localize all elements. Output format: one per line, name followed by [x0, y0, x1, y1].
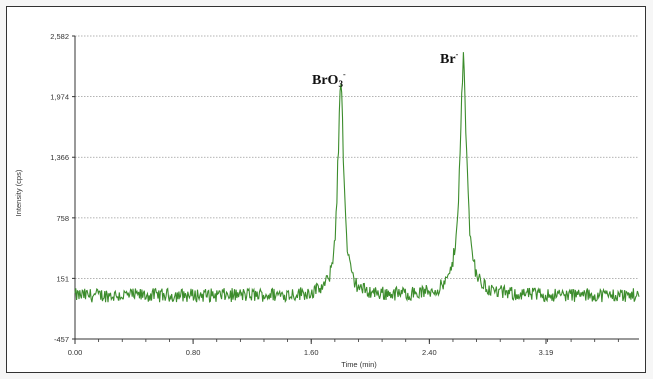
y-tick-label: 1,974: [50, 93, 69, 102]
x-axis-title: Time (min): [341, 360, 377, 369]
y-axis-title: Intensity (cps): [14, 169, 23, 216]
chart-panel: 2,582 1,974 1,366 758 151 -457 0.00 0.80 1.60 2.4…: [6, 6, 646, 373]
chromatogram-chart: 2,582 1,974 1,366 758 151 -457 0.00 0.80 1.60 2.4…: [14, 32, 640, 369]
peak-label-bro3: BrO3-: [312, 70, 346, 89]
intensity-trace: [74, 52, 640, 304]
x-tick-label: 1.60: [304, 348, 319, 357]
x-tick-label: 3.19: [539, 348, 554, 357]
y-tick-label: 2,582: [50, 32, 69, 41]
y-tick-label: -457: [54, 335, 69, 344]
y-tick-label: 1,366: [50, 153, 69, 162]
y-tick-label: 758: [56, 214, 69, 223]
axes: [72, 35, 639, 344]
tick-labels: 2,582 1,974 1,366 758 151 -457 0.00 0.80 1.60 2.4…: [50, 32, 553, 357]
y-tick-label: 151: [56, 274, 69, 283]
peak-label-br: Br-: [440, 50, 459, 67]
x-tick-label: 2.40: [422, 348, 437, 357]
x-tick-label: 0.80: [186, 348, 201, 357]
gridlines: [75, 35, 639, 279]
x-tick-label: 0.00: [68, 348, 83, 357]
